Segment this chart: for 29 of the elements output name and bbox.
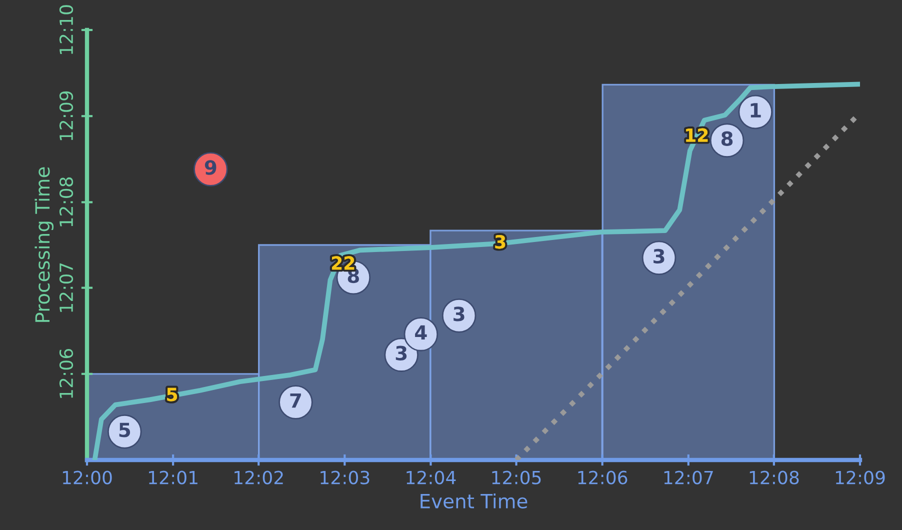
annotation: 8 [721, 131, 733, 146]
x-tick-label: 12:03 [320, 470, 370, 484]
x-tick-label: 12:07 [664, 470, 713, 484]
x-tick-label: 12:00 [62, 470, 112, 484]
x-tick-label: 12:09 [836, 470, 885, 484]
x-tick-label: 12:04 [406, 470, 456, 484]
annotation: 9 [204, 160, 216, 175]
annotation: 3 [654, 248, 664, 264]
annotation: 3 [495, 235, 506, 249]
annotation: 5 [167, 388, 178, 402]
x-tick-label: 12:01 [149, 470, 198, 484]
annotation: 1 [750, 103, 761, 118]
x-axis-title: Event Time [420, 493, 528, 508]
annotation: 3 [454, 306, 464, 322]
x-tick-label: 12:08 [750, 470, 799, 484]
annotation: 4 [415, 325, 427, 340]
line-series [92, 82, 860, 460]
y-tick-label: 12:08 [59, 177, 74, 226]
x-tick-label: 12:05 [492, 470, 541, 484]
annotation: 7 [290, 393, 301, 408]
y-tick-label: 12:10 [59, 5, 74, 54]
annotation: 5 [119, 422, 130, 438]
x-tick-label: 12:06 [578, 470, 628, 484]
x-tick-label: 12:02 [234, 470, 283, 484]
annotation: 3 [396, 346, 407, 360]
y-tick-label: 12:09 [59, 91, 74, 140]
y-tick-label: 12:07 [59, 263, 74, 312]
y-axis-title: Processing Time [34, 167, 54, 322]
y-tick-label: 12:06 [59, 349, 74, 398]
